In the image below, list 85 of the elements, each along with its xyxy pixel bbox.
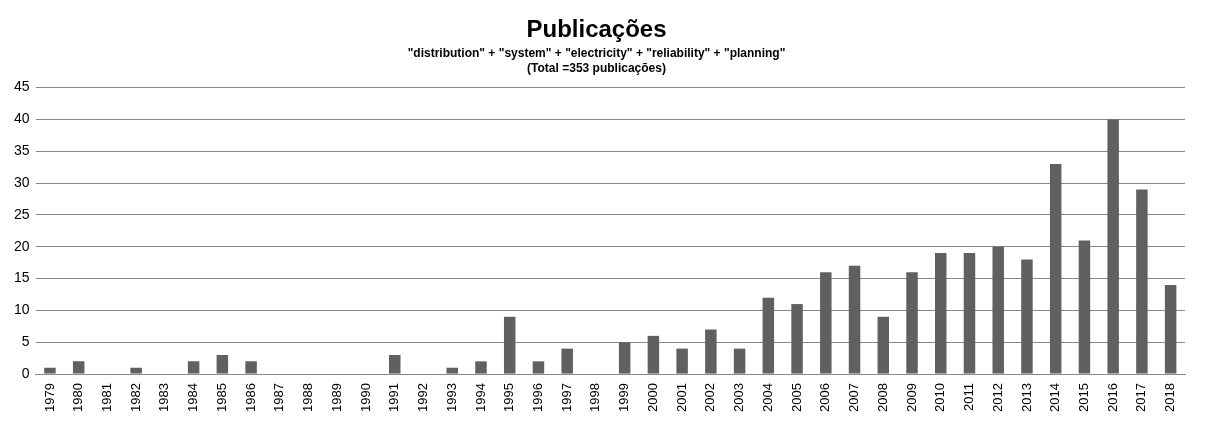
y-tick-label: 0 — [21, 364, 30, 381]
bar — [676, 348, 688, 374]
bar — [733, 348, 746, 374]
x-tick-label: 2012 — [989, 383, 1005, 412]
x-tick-label: 2002 — [702, 383, 718, 412]
bar — [705, 329, 717, 374]
y-tick-label: 20 — [13, 237, 30, 254]
x-tick-label: 1984 — [185, 383, 201, 412]
x-tick-label: 2003 — [731, 383, 747, 412]
bar — [1049, 164, 1062, 374]
x-tick-label: 2005 — [788, 383, 804, 412]
x-tick-label: 2017 — [1133, 383, 1149, 412]
x-tick-label: 2016 — [1104, 383, 1120, 412]
bar — [848, 265, 861, 374]
bar — [187, 361, 200, 374]
bar — [44, 367, 56, 374]
bar — [992, 246, 1004, 374]
y-tick-label: 15 — [13, 269, 30, 286]
bar — [1078, 240, 1091, 374]
x-tick-label: 1987 — [271, 383, 287, 412]
bar — [1164, 284, 1177, 374]
bar — [532, 361, 545, 374]
bar — [618, 342, 631, 374]
x-tick-label: 1999 — [616, 383, 632, 412]
x-tick-label: 2015 — [1076, 383, 1091, 412]
x-tick-label: 1993 — [443, 383, 459, 412]
y-tick-label: 25 — [13, 205, 30, 222]
bar — [245, 361, 257, 374]
bar — [130, 367, 142, 374]
x-tick-label: 2001 — [673, 383, 689, 412]
x-tick-label: 1983 — [156, 383, 172, 412]
bar — [216, 354, 229, 374]
x-tick-label: 2007 — [846, 383, 862, 412]
x-tick-label: 2018 — [1162, 383, 1178, 412]
x-tick-label: 2006 — [817, 383, 833, 412]
bar — [446, 367, 458, 374]
bar — [906, 272, 918, 374]
x-tick-label: 1986 — [242, 383, 258, 412]
x-tick-label: 1992 — [415, 383, 431, 412]
bar — [1021, 259, 1033, 374]
chart-title: Publicações — [526, 15, 667, 43]
x-tick-label: 2000 — [644, 383, 660, 412]
text: (Total =353 publicações) — [527, 60, 666, 75]
x-tick-label: 2008 — [874, 383, 890, 412]
x-tick-label: 1998 — [587, 383, 603, 412]
chart-subtitle: "distribution" + "system" + "electricity" + "reliability" + "planning" — [407, 46, 786, 61]
x-tick-label: 1981 — [98, 383, 114, 412]
y-tick-label: 10 — [13, 301, 30, 318]
x-tick-label: 2009 — [903, 383, 919, 412]
x-tick-label: 1994 — [472, 383, 488, 412]
bar — [762, 297, 775, 374]
x-tick-label: 1979 — [41, 383, 57, 412]
bar — [475, 361, 487, 374]
bar — [1136, 189, 1148, 374]
x-tick-label: 1996 — [530, 383, 546, 412]
x-tick-label: 1982 — [127, 383, 143, 412]
x-tick-label: 1995 — [501, 383, 517, 412]
bar — [1107, 119, 1119, 374]
x-tick-label: 2013 — [1018, 383, 1034, 412]
y-tick-label: 40 — [13, 110, 30, 127]
y-tick-label: 5 — [21, 333, 30, 350]
y-tick-label: 45 — [13, 78, 30, 95]
x-tick-label: 1988 — [300, 383, 316, 412]
x-tick-label: 2004 — [759, 383, 775, 412]
x-tick-label: 1991 — [386, 383, 402, 412]
bar — [877, 316, 890, 374]
x-tick-label: 1990 — [357, 383, 373, 412]
bar — [791, 304, 803, 374]
x-tick-label: 1989 — [328, 383, 344, 412]
bar — [389, 354, 401, 374]
x-tick-label: 2011 — [961, 383, 977, 412]
bar — [935, 253, 947, 374]
bar — [72, 361, 85, 374]
x-tick-label: 1997 — [558, 383, 574, 412]
x-tick-label: 1980 — [70, 383, 86, 412]
y-tick-label: 30 — [13, 173, 30, 190]
x-tick-label: 2014 — [1047, 383, 1063, 412]
x-tick-label: 2010 — [932, 383, 948, 412]
x-tick-label: 1985 — [213, 383, 229, 412]
bar — [963, 253, 976, 374]
bar — [647, 335, 660, 374]
bar — [820, 272, 832, 374]
bar — [561, 348, 573, 374]
bar — [503, 316, 516, 374]
y-tick-label: 35 — [13, 142, 30, 159]
